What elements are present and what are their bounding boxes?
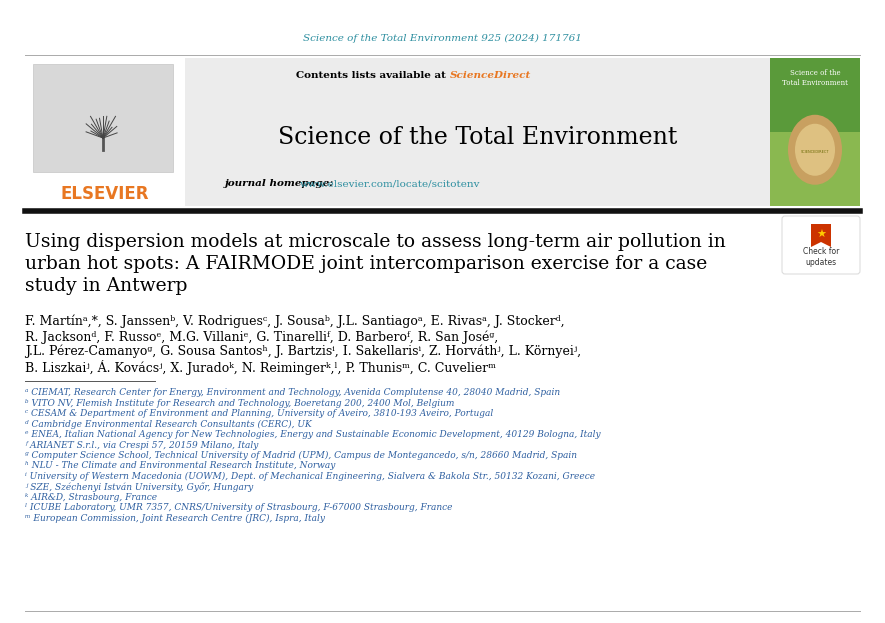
FancyBboxPatch shape	[185, 58, 770, 206]
Text: R. Jacksonᵈ, F. Russoᵉ, M.G. Villaniᵉ, G. Tinarelliᶠ, D. Barberoᶠ, R. San Joséᵍ,: R. Jacksonᵈ, F. Russoᵉ, M.G. Villaniᵉ, G…	[25, 330, 498, 343]
Text: F. Martínᵃ,*, S. Janssenᵇ, V. Rodriguesᶜ, J. Sousaᵇ, J.L. Santiagoᵃ, E. Rivasᵃ, : F. Martínᵃ,*, S. Janssenᵇ, V. Rodriguesᶜ…	[25, 315, 565, 328]
Text: Science of the Total Environment: Science of the Total Environment	[278, 125, 677, 148]
Text: ᵇ VITO NV, Flemish Institute for Research and Technology, Boeretang 200, 2400 Mo: ᵇ VITO NV, Flemish Institute for Researc…	[25, 399, 454, 407]
Text: urban hot spots: A FAIRMODE joint intercomparison exercise for a case: urban hot spots: A FAIRMODE joint interc…	[25, 255, 707, 273]
Text: ELSEVIER: ELSEVIER	[61, 185, 150, 203]
Text: ★: ★	[816, 230, 826, 240]
Text: www.elsevier.com/locate/scitotenv: www.elsevier.com/locate/scitotenv	[300, 179, 481, 189]
Text: SCIENCEDIRECT: SCIENCEDIRECT	[801, 150, 829, 154]
Text: ᵐ European Commission, Joint Research Centre (JRC), Ispra, Italy: ᵐ European Commission, Joint Research Ce…	[25, 514, 325, 523]
Text: ScienceDirect: ScienceDirect	[450, 72, 531, 80]
FancyBboxPatch shape	[770, 132, 860, 206]
Text: ᵉ ENEA, Italian National Agency for New Technologies, Energy and Sustainable Eco: ᵉ ENEA, Italian National Agency for New …	[25, 430, 601, 439]
Text: Using dispersion models at microscale to assess long-term air pollution in: Using dispersion models at microscale to…	[25, 233, 726, 251]
Text: Contents lists available at: Contents lists available at	[296, 72, 450, 80]
Text: ʲ SZE, Széchenyi István University, Győr, Hungary: ʲ SZE, Széchenyi István University, Győr…	[25, 482, 253, 492]
Text: B. Liszkaiʲ, Á. Kovácsʲ, X. Juradoᵏ, N. Reimingerᵏ,ˡ, P. Thunisᵐ, C. Cuvelierᵐ: B. Liszkaiʲ, Á. Kovácsʲ, X. Juradoᵏ, N. …	[25, 360, 496, 375]
Text: ᶜ CESAM & Department of Environment and Planning, University of Aveiro, 3810-193: ᶜ CESAM & Department of Environment and …	[25, 409, 493, 418]
Text: ʰ NLU - The Climate and Environmental Research Institute, Norway: ʰ NLU - The Climate and Environmental Re…	[25, 462, 335, 470]
Text: ᵃ CIEMAT, Research Center for Energy, Environment and Technology, Avenida Complu: ᵃ CIEMAT, Research Center for Energy, En…	[25, 388, 560, 397]
Text: ⁱ University of Western Macedonia (UOWM), Dept. of Mechanical Engineering, Sialv: ⁱ University of Western Macedonia (UOWM)…	[25, 472, 595, 481]
Text: ᶠ ARIANET S.r.l., via Crespi 57, 20159 Milano, Italy: ᶠ ARIANET S.r.l., via Crespi 57, 20159 M…	[25, 440, 258, 450]
Text: Science of the Total Environment 925 (2024) 171761: Science of the Total Environment 925 (20…	[303, 34, 582, 42]
Text: ˡ ICUBE Laboratory, UMR 7357, CNRS/University of Strasbourg, F-67000 Strasbourg,: ˡ ICUBE Laboratory, UMR 7357, CNRS/Unive…	[25, 503, 452, 513]
Text: journal homepage:: journal homepage:	[225, 179, 338, 189]
Text: study in Antwerp: study in Antwerp	[25, 277, 188, 295]
Text: ᵈ Cambridge Environmental Research Consultants (CERC), UK: ᵈ Cambridge Environmental Research Consu…	[25, 419, 312, 429]
FancyBboxPatch shape	[782, 216, 860, 274]
Text: Check for
updates: Check for updates	[803, 247, 839, 267]
FancyBboxPatch shape	[25, 58, 185, 206]
FancyBboxPatch shape	[33, 64, 173, 172]
Text: J.L. Pérez-Camanyoᵍ, G. Sousa Santosʰ, J. Bartzisⁱ, I. Sakellarisⁱ, Z. Horváthʲ,: J.L. Pérez-Camanyoᵍ, G. Sousa Santosʰ, J…	[25, 345, 581, 358]
Ellipse shape	[795, 124, 835, 176]
Ellipse shape	[788, 115, 842, 185]
Text: Science of the
Total Environment: Science of the Total Environment	[782, 69, 848, 87]
Polygon shape	[811, 224, 831, 247]
Text: ᵍ Computer Science School, Technical University of Madrid (UPM), Campus de Monte: ᵍ Computer Science School, Technical Uni…	[25, 451, 577, 460]
Text: ᵏ AIR&D, Strasbourg, France: ᵏ AIR&D, Strasbourg, France	[25, 493, 158, 502]
FancyBboxPatch shape	[770, 58, 860, 206]
